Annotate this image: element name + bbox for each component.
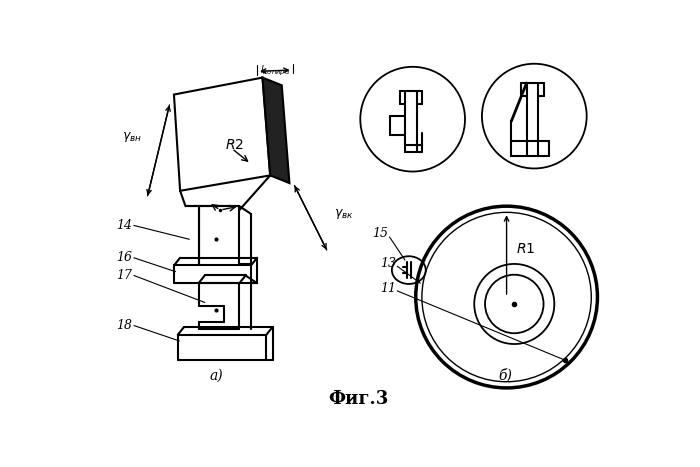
Text: 17: 17: [116, 269, 132, 282]
Text: $R2$: $R2$: [225, 138, 244, 152]
Text: 16: 16: [116, 251, 132, 264]
Text: а): а): [209, 368, 223, 382]
Text: $\gamma_{вк}$: $\gamma_{вк}$: [334, 207, 354, 221]
Text: 13: 13: [380, 257, 396, 270]
Text: $\gamma_{вн}$: $\gamma_{вн}$: [122, 130, 141, 144]
Polygon shape: [262, 78, 290, 183]
Text: 15: 15: [372, 226, 389, 240]
Text: 14: 14: [116, 219, 132, 232]
Text: б): б): [498, 368, 512, 383]
Text: 11: 11: [380, 282, 396, 295]
Text: 18: 18: [116, 319, 132, 332]
Text: $R1$: $R1$: [516, 242, 535, 256]
Text: $l_{копира}$: $l_{копира}$: [260, 64, 290, 78]
Text: Фиг.3: Фиг.3: [328, 389, 389, 408]
